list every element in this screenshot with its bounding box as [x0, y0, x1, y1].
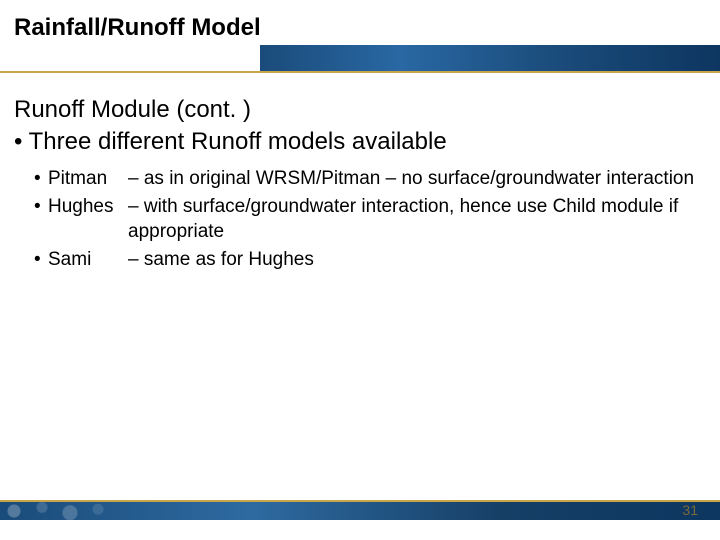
- footer-band: [0, 502, 720, 520]
- list-item: • Pitman – as in original WRSM/Pitman – …: [34, 166, 706, 192]
- list-item: • Sami – same as for Hughes: [34, 247, 706, 273]
- model-name: Hughes: [48, 194, 128, 220]
- model-desc: – same as for Hughes: [128, 247, 706, 273]
- main-bullet: • Three different Runoff models availabl…: [14, 128, 706, 156]
- footer-texture: [0, 502, 140, 520]
- model-desc: – as in original WRSM/Pitman – no surfac…: [128, 166, 706, 192]
- bullet-icon: •: [34, 247, 48, 273]
- model-name: Sami: [48, 247, 128, 273]
- bullet-icon: •: [34, 194, 48, 220]
- model-list: • Pitman – as in original WRSM/Pitman – …: [34, 166, 706, 273]
- subtitle: Runoff Module (cont. ): [14, 96, 706, 124]
- slide-content: Runoff Module (cont. ) • Three different…: [14, 96, 706, 275]
- slide: Rainfall/Runoff Model Runoff Module (con…: [0, 0, 720, 540]
- page-number: 31: [682, 502, 698, 518]
- bullet-icon: •: [34, 166, 48, 192]
- slide-title: Rainfall/Runoff Model: [14, 14, 261, 42]
- list-item: • Hughes – with surface/groundwater inte…: [34, 194, 706, 245]
- header-band: [0, 45, 720, 71]
- model-name: Pitman: [48, 166, 128, 192]
- model-desc: – with surface/groundwater interaction, …: [128, 194, 706, 245]
